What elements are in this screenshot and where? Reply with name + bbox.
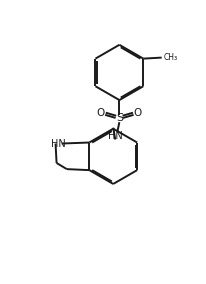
Text: S: S xyxy=(116,114,123,124)
Text: O: O xyxy=(97,108,105,118)
Text: HN: HN xyxy=(51,139,66,149)
Text: O: O xyxy=(134,108,142,118)
Text: CH₃: CH₃ xyxy=(163,53,177,62)
Text: HN: HN xyxy=(108,131,123,141)
